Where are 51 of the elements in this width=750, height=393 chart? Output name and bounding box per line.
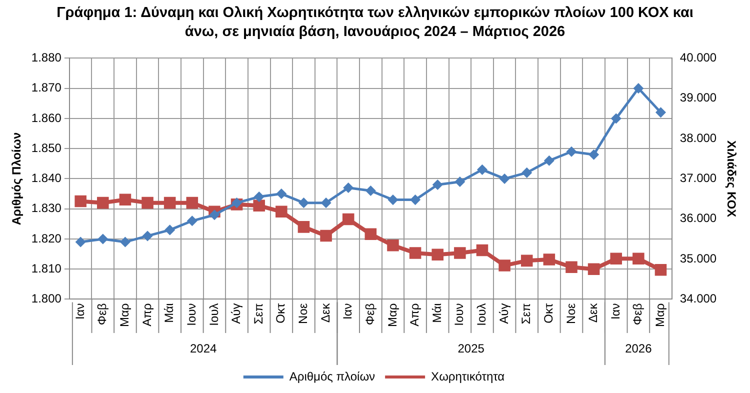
y-tick-label: 1.840: [31, 171, 62, 186]
x-tick-label: Ιαν: [340, 303, 355, 320]
x-tick-label: Ιουν: [184, 303, 198, 326]
y2-tick-label: 37.000: [680, 171, 717, 186]
y-tick-label: 1.810: [31, 261, 62, 276]
x-tick-label: Ιουλ: [206, 303, 221, 326]
y2-tick-label: 36.000: [680, 211, 717, 226]
legend-label: Χωρητικότητα: [431, 369, 505, 384]
x-tick-label: Απρ: [408, 303, 422, 326]
x-tick-label: Φεβ: [362, 303, 377, 326]
y2-tick-label: 40.000: [680, 50, 717, 65]
x-tick-label: Μάι: [430, 302, 444, 323]
y-axis-title: Αριθμός Πλοίων: [10, 132, 24, 226]
x-tick-label: Μάι: [162, 302, 176, 323]
y2-tick-label: 38.000: [680, 130, 717, 145]
y2-tick-label: 39.000: [680, 90, 717, 105]
chart-title: Γράφημα 1: Δύναμη και Ολική Χωρητικότητα των ελληνικών εμπορικών πλοίων 100 ΚΟΧ και άνω, σε μηνιαία βάση, Ιανουάριος 2024 – Μάρτιος 2026: [56, 4, 694, 42]
x-tick-label: Ιουν: [452, 303, 466, 326]
x-tick-label: Φεβ: [95, 303, 110, 326]
x-tick-label: Μαρ: [385, 303, 400, 328]
x-tick-label: Σεπ: [519, 303, 534, 324]
x-tick-label: Απρ: [140, 303, 154, 326]
y-tick-label: 1.820: [31, 231, 62, 246]
y-tick-label: 1.830: [31, 201, 62, 216]
x-tick-label: Ιαν: [608, 303, 622, 320]
x-tick-label: Οκτ: [274, 302, 288, 324]
x-tick-label: Αύγ: [229, 303, 244, 324]
x-tick-label: Ιαν: [72, 303, 87, 320]
y2-tick-label: 35.000: [680, 251, 717, 266]
x-tick-label: Φεβ: [630, 303, 645, 326]
y-tick-label: 1.870: [31, 80, 62, 95]
text: 2025: [458, 341, 485, 356]
y-tick-label: 1.850: [31, 140, 62, 155]
x-tick-label: Αύγ: [496, 303, 511, 324]
legend-label: Αριθμός πλοίων: [289, 369, 376, 384]
x-tick-label: Ιουλ: [474, 303, 489, 326]
x-tick-label: Νοε: [564, 302, 578, 324]
text: 2026: [625, 341, 652, 356]
x-tick-label: Σεπ: [251, 303, 266, 324]
text: 2024: [190, 341, 217, 356]
y-tick-label: 1.800: [31, 292, 62, 306]
x-tick-label: Μαρ: [653, 303, 668, 328]
x-tick-label: Δεκ: [586, 302, 600, 323]
y2-axis-title: Χιλιάδες ΚΟΧ: [724, 140, 738, 218]
y-tick-label: 1.860: [31, 110, 62, 125]
y2-tick-label: 34.000: [680, 292, 717, 306]
x-tick-label: Νοε: [296, 302, 310, 324]
x-tick-label: Οκτ: [541, 302, 556, 324]
x-tick-label: Μαρ: [118, 303, 132, 328]
x-tick-label: Δεκ: [318, 302, 332, 323]
y-tick-label: 1.880: [31, 50, 62, 65]
